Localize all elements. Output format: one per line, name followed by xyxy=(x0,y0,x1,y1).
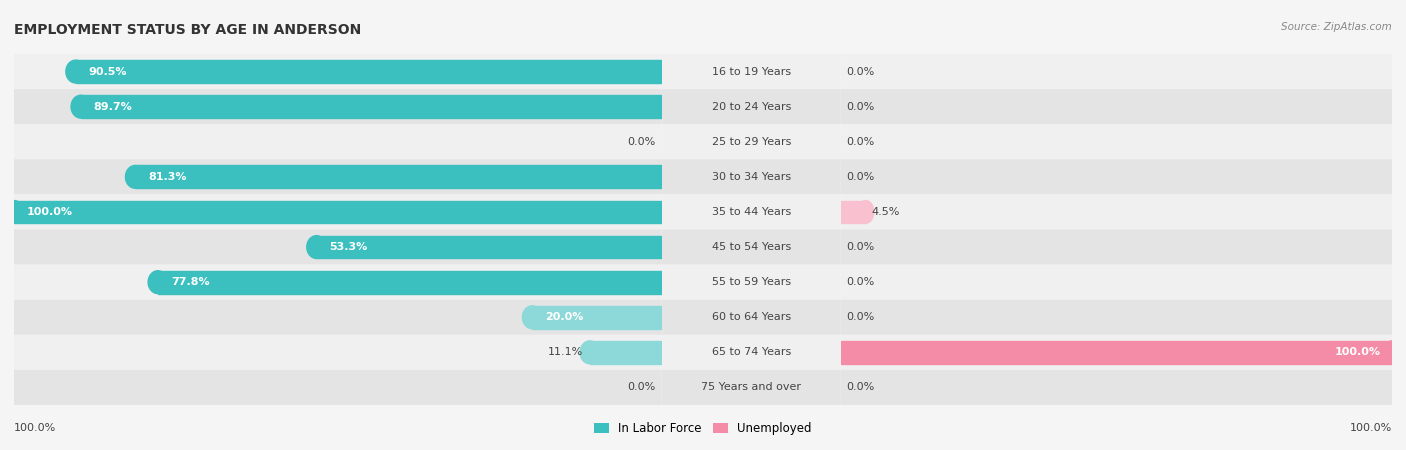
FancyBboxPatch shape xyxy=(662,194,841,230)
FancyBboxPatch shape xyxy=(14,89,662,124)
Ellipse shape xyxy=(72,95,90,118)
Text: 0.0%: 0.0% xyxy=(846,382,875,392)
Text: 100.0%: 100.0% xyxy=(1334,347,1381,357)
Text: 89.7%: 89.7% xyxy=(94,102,132,112)
FancyBboxPatch shape xyxy=(662,370,841,405)
FancyBboxPatch shape xyxy=(841,300,1392,335)
Ellipse shape xyxy=(523,306,541,328)
Text: 0.0%: 0.0% xyxy=(846,137,875,147)
FancyBboxPatch shape xyxy=(841,335,1392,370)
Ellipse shape xyxy=(581,341,599,364)
Text: 20 to 24 Years: 20 to 24 Years xyxy=(711,102,792,112)
Bar xyxy=(841,201,866,223)
Text: 90.5%: 90.5% xyxy=(89,67,127,76)
Text: 0.0%: 0.0% xyxy=(846,277,875,287)
FancyBboxPatch shape xyxy=(841,89,1392,124)
FancyBboxPatch shape xyxy=(662,335,841,370)
FancyBboxPatch shape xyxy=(14,335,662,370)
Text: 65 to 74 Years: 65 to 74 Years xyxy=(711,347,790,357)
Legend: In Labor Force, Unemployed: In Labor Force, Unemployed xyxy=(589,417,817,440)
Text: 35 to 44 Years: 35 to 44 Years xyxy=(711,207,790,217)
Text: 77.8%: 77.8% xyxy=(170,277,209,287)
Text: 55 to 59 Years: 55 to 59 Years xyxy=(711,277,790,287)
Text: 0.0%: 0.0% xyxy=(846,172,875,182)
FancyBboxPatch shape xyxy=(841,370,1392,405)
FancyBboxPatch shape xyxy=(14,124,662,159)
FancyBboxPatch shape xyxy=(841,124,1392,159)
Text: EMPLOYMENT STATUS BY AGE IN ANDERSON: EMPLOYMENT STATUS BY AGE IN ANDERSON xyxy=(14,22,361,36)
Text: 0.0%: 0.0% xyxy=(846,67,875,76)
FancyBboxPatch shape xyxy=(841,54,1392,89)
Bar xyxy=(76,60,662,83)
Bar xyxy=(589,341,662,364)
Text: 4.5%: 4.5% xyxy=(872,207,900,217)
Ellipse shape xyxy=(66,60,86,83)
Text: 60 to 64 Years: 60 to 64 Years xyxy=(711,312,790,322)
Bar xyxy=(841,341,1392,364)
Bar xyxy=(316,236,662,258)
Bar xyxy=(14,201,662,223)
Text: 25 to 29 Years: 25 to 29 Years xyxy=(711,137,792,147)
Ellipse shape xyxy=(1384,341,1400,364)
Ellipse shape xyxy=(148,271,167,293)
Text: 45 to 54 Years: 45 to 54 Years xyxy=(711,242,790,252)
Text: 0.0%: 0.0% xyxy=(846,102,875,112)
FancyBboxPatch shape xyxy=(662,159,841,194)
FancyBboxPatch shape xyxy=(14,159,662,194)
FancyBboxPatch shape xyxy=(841,194,1392,230)
FancyBboxPatch shape xyxy=(662,89,841,124)
FancyBboxPatch shape xyxy=(662,54,841,89)
FancyBboxPatch shape xyxy=(662,265,841,300)
FancyBboxPatch shape xyxy=(662,124,841,159)
Text: 100.0%: 100.0% xyxy=(27,207,73,217)
Text: 100.0%: 100.0% xyxy=(1350,423,1392,433)
Bar xyxy=(135,166,662,188)
Text: 0.0%: 0.0% xyxy=(627,137,655,147)
Text: 81.3%: 81.3% xyxy=(148,172,187,182)
FancyBboxPatch shape xyxy=(841,230,1392,265)
Bar xyxy=(80,95,662,118)
FancyBboxPatch shape xyxy=(14,194,662,230)
Text: 100.0%: 100.0% xyxy=(14,423,56,433)
FancyBboxPatch shape xyxy=(662,300,841,335)
Bar xyxy=(157,271,662,293)
Text: 20.0%: 20.0% xyxy=(546,312,583,322)
Text: 0.0%: 0.0% xyxy=(627,382,655,392)
FancyBboxPatch shape xyxy=(662,230,841,265)
Text: 16 to 19 Years: 16 to 19 Years xyxy=(711,67,790,76)
Text: 53.3%: 53.3% xyxy=(329,242,368,252)
FancyBboxPatch shape xyxy=(841,159,1392,194)
Ellipse shape xyxy=(858,201,875,223)
Text: 0.0%: 0.0% xyxy=(846,312,875,322)
FancyBboxPatch shape xyxy=(14,300,662,335)
Text: Source: ZipAtlas.com: Source: ZipAtlas.com xyxy=(1281,22,1392,32)
FancyBboxPatch shape xyxy=(14,230,662,265)
FancyBboxPatch shape xyxy=(841,265,1392,300)
Text: 30 to 34 Years: 30 to 34 Years xyxy=(711,172,790,182)
FancyBboxPatch shape xyxy=(14,54,662,89)
Ellipse shape xyxy=(4,201,24,223)
Ellipse shape xyxy=(125,166,145,188)
FancyBboxPatch shape xyxy=(14,265,662,300)
Text: 0.0%: 0.0% xyxy=(846,242,875,252)
Text: 11.1%: 11.1% xyxy=(548,347,583,357)
FancyBboxPatch shape xyxy=(14,370,662,405)
Bar xyxy=(531,306,662,328)
Ellipse shape xyxy=(307,236,326,258)
Text: 75 Years and over: 75 Years and over xyxy=(702,382,801,392)
